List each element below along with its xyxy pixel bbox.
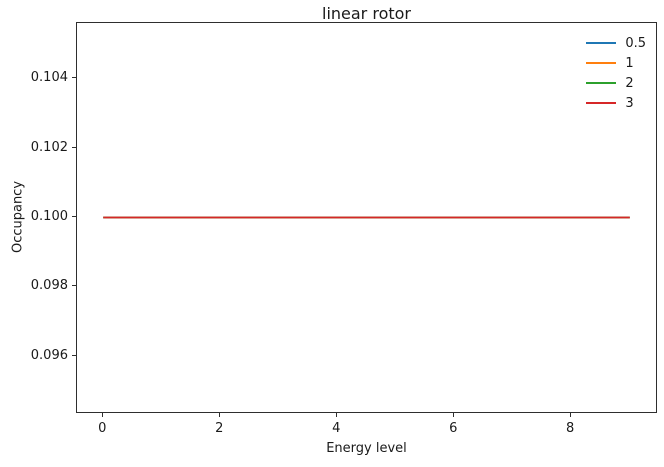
y-tick-mark <box>72 216 76 217</box>
x-tick-mark <box>101 413 103 417</box>
legend-line-swatch <box>586 102 617 104</box>
legend-entry-1: 1 <box>586 53 646 73</box>
legend-label: 3 <box>625 95 634 111</box>
legend-label: 0.5 <box>625 35 646 51</box>
y-tick-label: 0.100 <box>30 209 68 224</box>
x-tick-label: 0 <box>98 421 107 436</box>
y-tick-label: 0.096 <box>30 347 68 363</box>
x-tick-mark <box>452 413 454 417</box>
x-tick-label: 2 <box>215 421 224 436</box>
legend-entry-2: 2 <box>586 73 646 93</box>
x-tick-label: 8 <box>566 421 575 436</box>
data-lines-canvas <box>103 216 630 219</box>
legend: 0.5 1 2 3 <box>586 33 646 113</box>
legend-line-swatch <box>586 42 617 44</box>
y-tick-mark <box>72 354 76 356</box>
y-tick-mark <box>72 146 76 148</box>
y-tick-mark <box>72 77 76 79</box>
x-tick-label: 6 <box>449 421 458 436</box>
y-tick-label: 0.102 <box>30 139 68 155</box>
y-tick-mark <box>72 285 76 287</box>
legend-line-swatch <box>586 82 617 84</box>
y-axis-label: Occupancy <box>10 180 26 254</box>
chart-title: linear rotor <box>322 4 411 23</box>
legend-line-swatch <box>586 62 617 64</box>
legend-entry-0.5: 0.5 <box>586 33 646 53</box>
x-tick-label: 4 <box>332 421 341 436</box>
x-axis-label: Energy level <box>326 441 407 456</box>
x-tick-mark <box>218 413 220 417</box>
y-tick-label: 0.098 <box>30 278 68 294</box>
plot-area: 0.5 1 2 3 <box>76 22 657 413</box>
x-tick-mark <box>335 413 337 417</box>
x-tick-mark <box>569 413 571 417</box>
legend-label: 2 <box>625 75 634 91</box>
legend-entry-3: 3 <box>586 93 646 113</box>
legend-label: 1 <box>625 55 634 71</box>
y-tick-label: 0.104 <box>30 70 68 86</box>
